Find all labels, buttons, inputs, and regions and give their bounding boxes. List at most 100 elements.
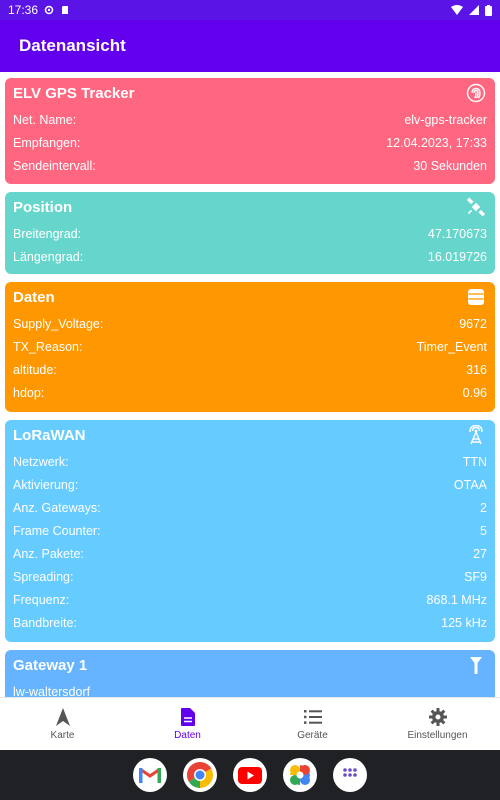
photos-icon[interactable] — [283, 758, 317, 792]
card-header: Position — [13, 192, 487, 222]
youtube-icon[interactable] — [233, 758, 267, 792]
data-view[interactable]: ELV GPS Tracker Net. Name: elv-gps-track… — [0, 72, 500, 697]
row-label: Frame Counter: — [13, 523, 101, 538]
chrome-icon[interactable] — [183, 758, 217, 792]
row-frame-counter: Frame Counter: 5 — [13, 519, 487, 542]
row-aktivierung: Aktivierung: OTAA — [13, 473, 487, 496]
row-value: 27 — [473, 546, 487, 561]
row-anz-pakete: Anz. Pakete: 27 — [13, 542, 487, 565]
row-value: 12.04.2023, 17:33 — [386, 135, 487, 150]
card-daten: Daten Supply_Voltage: 9672 TX_Reason: Ti… — [5, 282, 495, 412]
row-label: Sendeintervall: — [13, 158, 96, 173]
row-sendeintervall: Sendeintervall: 30 Sekunden — [13, 154, 487, 177]
row-label: lw-waltersdorf — [13, 684, 91, 698]
row-label: Frequenz: — [13, 592, 70, 607]
nav-label: Daten — [174, 730, 201, 741]
row-altitude: altitude: 316 — [13, 358, 487, 381]
row-value: 125 kHz — [441, 615, 487, 630]
document-icon — [180, 707, 195, 727]
row-tx-reason: TX_Reason: Timer_Event — [13, 335, 487, 358]
card-header: LoRaWAN — [13, 420, 487, 450]
row-value: 16.019726 — [427, 249, 487, 264]
card-title: Daten — [13, 288, 55, 306]
card-header: Daten — [13, 282, 487, 312]
row-value: SF9 — [464, 569, 487, 584]
row-label: Anz. Pakete: — [13, 546, 84, 561]
card-header: ELV GPS Tracker — [13, 78, 487, 108]
bottom-navigation: Karte Daten Geräte — [0, 697, 500, 750]
row-label: Supply_Voltage: — [13, 316, 104, 331]
app-drawer-icon[interactable] — [333, 758, 367, 792]
antenna-tower-icon — [465, 424, 487, 446]
sd-card-icon — [62, 6, 69, 14]
router-antenna-icon — [465, 654, 487, 676]
database-icon — [465, 286, 487, 308]
row-value: TTN — [462, 454, 487, 469]
nav-item-daten[interactable]: Daten — [125, 698, 250, 750]
row-value: 0.96 — [462, 385, 487, 400]
row-net-name: Net. Name: elv-gps-tracker — [13, 108, 487, 131]
list-icon — [303, 707, 322, 727]
row-supply-voltage: Supply_Voltage: 9672 — [13, 312, 487, 335]
satellite-icon — [465, 196, 487, 218]
row-value: 30 Sekunden — [413, 158, 487, 173]
row-label: Netzwerk: — [13, 454, 69, 469]
row-value: elv-gps-tracker — [404, 112, 487, 127]
app-bar: Datenansicht — [0, 20, 500, 72]
row-label: Net. Name: — [13, 112, 77, 127]
row-label: Aktivierung: — [13, 477, 79, 492]
nav-label: Einstellungen — [407, 730, 468, 741]
app-dock — [0, 750, 500, 800]
row-value: 316 — [466, 362, 487, 377]
row-netzwerk: Netzwerk: TTN — [13, 450, 487, 473]
status-time: 17:36 — [8, 3, 39, 17]
card-title: Position — [13, 198, 73, 216]
status-right — [451, 4, 492, 16]
row-label: Bandbreite: — [13, 615, 77, 630]
row-label: hdop: — [13, 385, 45, 400]
wifi-icon — [451, 5, 463, 15]
nav-label: Geräte — [297, 730, 328, 741]
row-value: 47.170673 — [427, 226, 487, 241]
card-lorawan: LoRaWAN Netzwerk: TTN Aktivierung: OTAA — [5, 420, 495, 642]
row-frequenz: Frequenz: 868.1 MHz — [13, 588, 487, 611]
card-gateway-1: Gateway 1 lw-waltersdorf — [5, 650, 495, 697]
card-title: LoRaWAN — [13, 426, 86, 444]
row-label: Spreading: — [13, 569, 74, 584]
row-hdop: hdop: 0.96 — [13, 381, 487, 404]
card-title: ELV GPS Tracker — [13, 84, 135, 102]
battery-icon — [485, 4, 492, 16]
row-anz-gateways: Anz. Gateways: 2 — [13, 496, 487, 519]
row-label: Anz. Gateways: — [13, 500, 101, 515]
row-label: altitude: — [13, 362, 57, 377]
row-empfangen: Empfangen: 12.04.2023, 17:33 — [13, 131, 487, 154]
navigation-arrow-icon — [55, 707, 70, 727]
nav-item-karte[interactable]: Karte — [0, 698, 125, 750]
card-header: Gateway 1 — [13, 650, 487, 680]
nav-item-einstellungen[interactable]: Einstellungen — [375, 698, 500, 750]
nav-label: Karte — [50, 730, 75, 741]
gear-icon — [428, 707, 447, 727]
row-value: 868.1 MHz — [426, 592, 487, 607]
signal-icon — [469, 5, 479, 15]
row-value: 9672 — [459, 316, 487, 331]
row-value: Timer_Event — [416, 339, 487, 354]
card-title: Gateway 1 — [13, 656, 88, 674]
row-bandbreite: Bandbreite: 125 kHz — [13, 611, 487, 634]
row-value: 5 — [480, 523, 487, 538]
row-label: Empfangen: — [13, 135, 81, 150]
nav-item-geraete[interactable]: Geräte — [250, 698, 375, 750]
fingerprint-icon — [465, 82, 487, 104]
row-value: 2 — [480, 500, 487, 515]
status-bar: 17:36 — [0, 0, 500, 20]
row-spreading: Spreading: SF9 — [13, 565, 487, 588]
row-laengengrad: Längengrad: 16.019726 — [13, 245, 487, 268]
gmail-icon[interactable] — [133, 758, 167, 792]
row-label: TX_Reason: — [13, 339, 83, 354]
row-breitengrad: Breitengrad: 47.170673 — [13, 222, 487, 245]
row-label: Breitengrad: — [13, 226, 82, 241]
card-tracker: ELV GPS Tracker Net. Name: elv-gps-track… — [5, 78, 495, 184]
page-title: Datenansicht — [19, 36, 126, 55]
row-label: Längengrad: — [13, 249, 84, 264]
row-value: OTAA — [453, 477, 487, 492]
